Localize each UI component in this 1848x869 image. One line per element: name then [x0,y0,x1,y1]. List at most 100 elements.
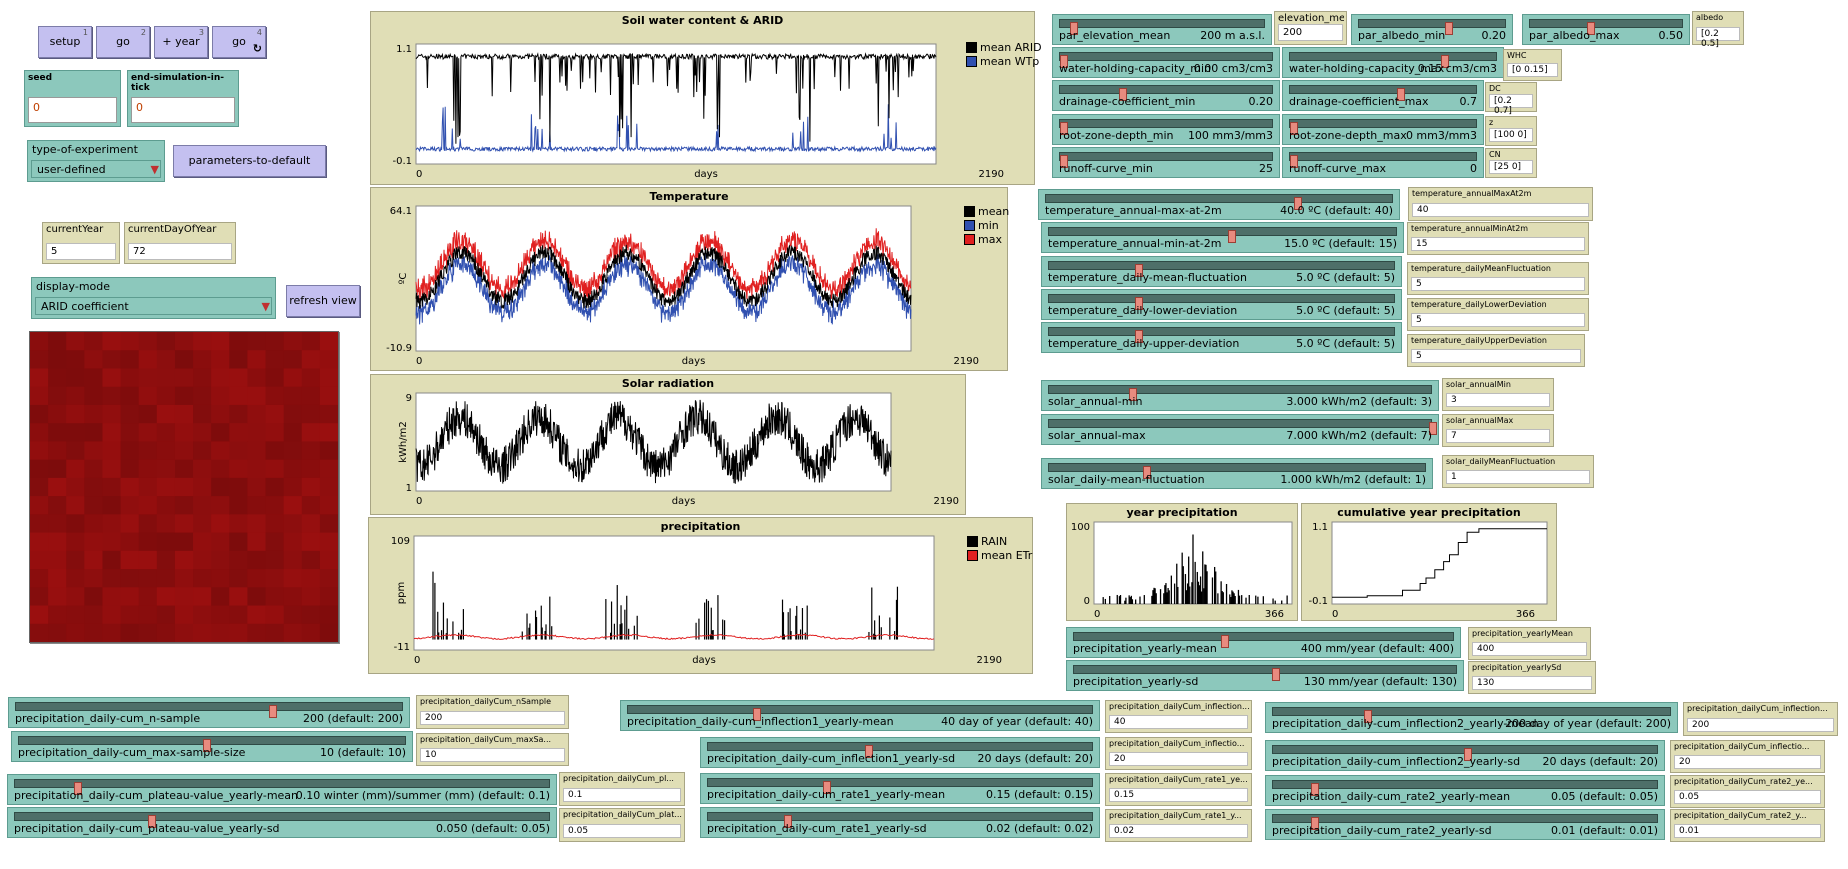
slider-whc-min[interactable]: water-holding-capacity_min 0.00 cm3/cm3 [1052,47,1280,78]
display-mode-chooser[interactable]: display-mode ARID coefficient ▼ [31,277,276,319]
slider-track[interactable] [1272,814,1658,830]
slider-thumb[interactable] [1587,22,1595,35]
slider-track[interactable] [1059,19,1265,35]
slider-t-lower[interactable]: temperature_daily-lower-deviation 5.0 ºC … [1041,289,1402,320]
slider-thumb[interactable] [1135,297,1143,310]
setup-button[interactable]: setup 1 [38,26,92,58]
slider-track[interactable] [1529,19,1683,35]
slider-track[interactable] [14,779,550,795]
slider-pc-rate1-mean[interactable]: precipitation_daily-cum_rate1_yearly-mea… [700,773,1100,804]
slider-track[interactable] [1272,780,1658,796]
slider-rzd-min[interactable]: root-zone-depth_min 100 mm3/mm3 [1052,114,1280,145]
slider-p-mean[interactable]: precipitation_yearly-mean 400 mm/year (de… [1066,627,1461,658]
slider-thumb[interactable] [1445,22,1453,35]
slider-thumb[interactable] [1441,55,1449,68]
slider-track[interactable] [1272,707,1671,723]
slider-thumb[interactable] [1129,388,1137,401]
slider-whc-max[interactable]: water-holding-capacity_max 0.15 cm3/cm3 [1282,47,1504,78]
slider-pc-plat-sd[interactable]: precipitation_daily-cum_plateau-value_ye… [7,807,557,838]
slider-track[interactable] [627,705,1093,721]
slider-t-min[interactable]: temperature_annual-min-at-2m 15.0 ºC (def… [1041,222,1404,253]
slider-par-albedo-min[interactable]: par_albedo_min 0.20 [1351,14,1513,45]
slider-track[interactable] [1048,227,1397,243]
go-forever-button[interactable]: go 4 ↻ [212,26,266,58]
slider-track[interactable] [1059,85,1273,101]
slider-thumb[interactable] [1060,122,1068,135]
slider-thumb[interactable] [203,739,211,752]
slider-pc-inf2-sd[interactable]: precipitation_daily-cum_inflection2_year… [1265,740,1665,771]
slider-pc-inf1-sd[interactable]: precipitation_daily-cum_inflection1_year… [700,737,1100,768]
slider-track[interactable] [1358,19,1506,35]
slider-thumb[interactable] [865,745,873,758]
slider-track[interactable] [1289,52,1497,68]
slider-track[interactable] [1059,52,1273,68]
slider-rc-min[interactable]: runoff-curve_min 25 [1052,147,1280,178]
slider-thumb[interactable] [1294,197,1302,210]
slider-thumb[interactable] [1272,668,1280,681]
slider-dc-max[interactable]: drainage-coefficient_max 0.7 [1282,80,1484,111]
slider-p-sd[interactable]: precipitation_yearly-sd 130 mm/year (defa… [1066,660,1464,691]
slider-track[interactable] [707,812,1093,828]
slider-thumb[interactable] [823,781,831,794]
slider-s-max[interactable]: solar_annual-max 7.000 kWh/m2 (default: 7… [1041,414,1439,445]
slider-thumb[interactable] [1221,635,1229,648]
slider-pc-inf1-mean[interactable]: precipitation_daily-cum_inflection1_year… [620,700,1100,731]
slider-thumb[interactable] [1311,783,1319,796]
slider-thumb[interactable] [1464,748,1472,761]
slider-t-max[interactable]: temperature_annual-max-at-2m 40.0 ºC (def… [1038,189,1400,220]
slider-track[interactable] [14,812,550,828]
slider-thumb[interactable] [1135,330,1143,343]
slider-thumb[interactable] [1060,55,1068,68]
slider-track[interactable] [1048,463,1426,479]
slider-pc-nsample[interactable]: precipitation_daily-cum_n-sample 200 (def… [8,697,410,728]
slider-track[interactable] [1048,385,1432,401]
seed-input[interactable]: 0 [28,97,117,123]
slider-track[interactable] [1289,152,1477,168]
slider-thumb[interactable] [74,782,82,795]
slider-thumb[interactable] [1143,466,1151,479]
slider-track[interactable] [1048,294,1395,310]
slider-t-upper[interactable]: temperature_daily-upper-deviation 5.0 ºC … [1041,322,1402,353]
slider-thumb[interactable] [1119,88,1127,101]
slider-track[interactable] [18,736,406,752]
go-button[interactable]: go 2 [96,26,150,58]
slider-thumb[interactable] [753,708,761,721]
slider-rzd-max[interactable]: root-zone-depth_max 0 mm3/mm3 [1282,114,1484,145]
type-of-experiment-chooser[interactable]: type-of-experiment user-defined ▼ [27,140,165,182]
parameters-to-default-button[interactable]: parameters-to-default [173,145,326,177]
slider-track[interactable] [1059,119,1273,135]
slider-track[interactable] [1048,327,1395,343]
slider-thumb[interactable] [1429,422,1437,435]
slider-track[interactable] [1048,419,1437,435]
slider-pc-rate2-mean[interactable]: precipitation_daily-cum_rate2_yearly-mea… [1265,775,1665,806]
slider-thumb[interactable] [1364,710,1372,723]
slider-thumb[interactable] [1135,264,1143,277]
slider-dc-min[interactable]: drainage-coefficient_min 0.20 [1052,80,1280,111]
slider-par-elevation-mean[interactable]: par_elevation_mean 200 m a.s.l. [1052,14,1272,45]
slider-thumb[interactable] [1290,122,1298,135]
slider-par-albedo-max[interactable]: par_albedo_max 0.50 [1522,14,1690,45]
slider-t-fluct[interactable]: temperature_daily-mean-fluctuation 5.0 ºC… [1041,256,1402,287]
slider-track[interactable] [1073,665,1457,681]
world-view[interactable] [29,331,339,643]
plus-year-button[interactable]: + year 3 [154,26,208,58]
slider-track[interactable] [1289,85,1477,101]
slider-thumb[interactable] [1228,230,1236,243]
end-simulation-input[interactable]: 0 [131,97,235,123]
slider-pc-rate1-sd[interactable]: precipitation_daily-cum_rate1_yearly-sd 0… [700,807,1100,838]
slider-thumb[interactable] [148,815,156,828]
slider-track[interactable] [1272,745,1658,761]
slider-track[interactable] [707,778,1093,794]
slider-track[interactable] [707,742,1093,758]
slider-track[interactable] [1073,632,1454,648]
slider-track[interactable] [1045,194,1393,210]
slider-thumb[interactable] [1397,88,1405,101]
slider-pc-rate2-sd[interactable]: precipitation_daily-cum_rate2_yearly-sd 0… [1265,809,1665,840]
slider-pc-maxsample[interactable]: precipitation_daily-cum_max-sample-size 1… [11,731,413,762]
slider-thumb[interactable] [1290,155,1298,168]
slider-s-min[interactable]: solar_annual-min 3.000 kWh/m2 (default: 3… [1041,380,1439,411]
slider-thumb[interactable] [269,705,277,718]
slider-track[interactable] [15,702,403,718]
slider-thumb[interactable] [784,815,792,828]
slider-pc-plat-mean[interactable]: precipitation_daily-cum_plateau-value_ye… [7,774,557,805]
